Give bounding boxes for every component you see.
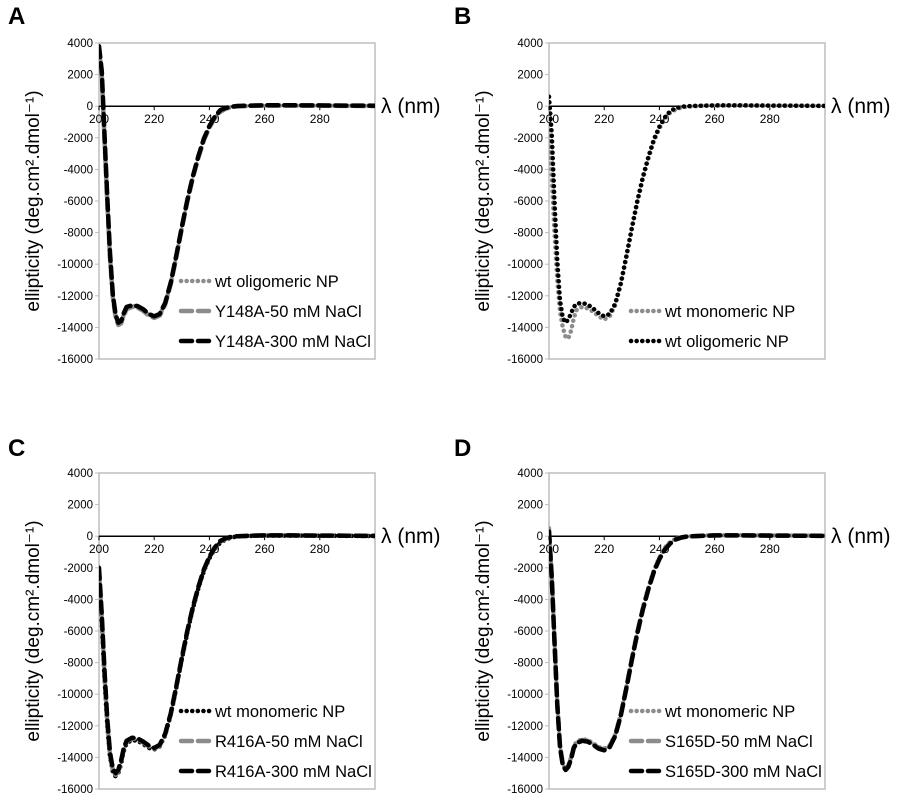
y-tick-label: 2000 (517, 70, 543, 82)
y-tick-label: 0 (87, 101, 93, 113)
x-tick-label: 220 (144, 542, 164, 556)
y-tick-label: -6000 (514, 196, 543, 208)
panel-letter: D (454, 435, 471, 462)
y-tick-label: -6000 (64, 626, 93, 638)
y-tick-label: 4000 (67, 468, 93, 480)
x-tick-label: 220 (144, 112, 164, 126)
y-tick-label: 4000 (517, 38, 543, 50)
x-tick-label: 280 (310, 542, 330, 556)
y-tick-label: -16000 (57, 354, 93, 366)
y-tick-label: -14000 (57, 322, 93, 334)
panel-letter: A (8, 3, 25, 30)
y-tick-label: -10000 (507, 259, 543, 271)
y-axis-label: ellipticity (deg.cm².dmol⁻¹) (473, 90, 494, 311)
y-tick-label: -6000 (514, 626, 543, 638)
series-line-3 (99, 533, 375, 776)
x-tick-label: 280 (310, 112, 330, 126)
chart-panel-a: A 4000 2000 0 -2000 -4000 -6000 -8000 -10000 -120… (8, 3, 441, 366)
y-tick-label: -8000 (64, 228, 93, 240)
y-axis-label: ellipticity (deg.cm².dmol⁻¹) (23, 520, 44, 741)
y-tick-label: -8000 (514, 228, 543, 240)
legend-label: R416A-50 mM NaCl (215, 733, 363, 751)
x-tick-label: 220 (594, 542, 614, 556)
y-tick-label: -16000 (57, 784, 93, 796)
x-tick-label: 200 (89, 542, 109, 556)
series-line-3 (99, 43, 375, 325)
y-tick-label: -14000 (57, 752, 93, 764)
x-tick-label: 220 (594, 112, 614, 126)
y-tick-label: -16000 (507, 354, 543, 366)
x-tick-label: 260 (255, 112, 275, 126)
y-tick-label: 2000 (517, 500, 543, 512)
chart-panel-c: C 4000 2000 0 -2000 -4000 -6000 -8000 -10000 -120… (8, 435, 441, 796)
y-tick-label: -2000 (64, 133, 93, 145)
y-tick-label: -12000 (57, 291, 93, 303)
y-tick-label: 4000 (67, 38, 93, 50)
series-line-3 (549, 529, 825, 773)
x-tick-label: 260 (705, 112, 725, 126)
y-tick-label: -12000 (57, 721, 93, 733)
chart-panel-b: B 4000 2000 0 -2000 -4000 -6000 -8000 -10000 -120… (454, 3, 891, 366)
y-tick-label: -2000 (514, 563, 543, 575)
y-tick-label: -6000 (64, 196, 93, 208)
legend-label: wt oligomeric NP (214, 273, 339, 291)
panel-letter: B (454, 3, 471, 30)
y-tick-label: -14000 (507, 322, 543, 334)
y-axis-label: ellipticity (deg.cm².dmol⁻¹) (23, 90, 44, 311)
x-axis-label: λ (nm) (831, 95, 891, 118)
y-tick-label: 2000 (67, 500, 93, 512)
y-tick-label: 0 (537, 101, 543, 113)
legend-label: S165D-300 mM NaCl (665, 763, 822, 781)
x-axis-label: λ (nm) (381, 525, 441, 548)
x-axis-label: λ (nm) (831, 525, 891, 548)
legend-label: Y148A-300 mM NaCl (215, 333, 371, 351)
y-tick-label: -2000 (64, 563, 93, 575)
panel-letter: C (8, 435, 25, 462)
x-tick-label: 280 (760, 112, 780, 126)
legend-label: S165D-50 mM NaCl (665, 733, 813, 751)
y-tick-label: 2000 (67, 70, 93, 82)
x-axis-label: λ (nm) (381, 95, 441, 118)
x-tick-label: 260 (255, 542, 275, 556)
legend-label: wt monomeric NP (664, 303, 795, 321)
legend-label: Y148A-50 mM NaCl (215, 303, 362, 321)
y-tick-label: -10000 (507, 689, 543, 701)
x-tick-label: 260 (705, 542, 725, 556)
y-tick-label: -2000 (514, 133, 543, 145)
y-tick-label: -8000 (64, 658, 93, 670)
y-tick-label: -14000 (507, 752, 543, 764)
legend-label: wt monomeric NP (664, 703, 795, 721)
y-tick-label: -4000 (64, 164, 93, 176)
legend-label: R416A-300 mM NaCl (215, 763, 372, 781)
y-tick-label: -4000 (514, 164, 543, 176)
legend-label: wt monomeric NP (214, 703, 345, 721)
y-tick-label: -10000 (57, 259, 93, 271)
y-tick-label: -4000 (514, 594, 543, 606)
y-tick-label: 4000 (517, 468, 543, 480)
y-tick-label: -16000 (507, 784, 543, 796)
legend-label: wt oligomeric NP (664, 333, 789, 351)
chart-panel-d: D 4000 2000 0 -2000 -4000 -6000 -8000 -10000 -120… (454, 435, 891, 796)
y-axis-label: ellipticity (deg.cm².dmol⁻¹) (473, 520, 494, 741)
y-tick-label: -12000 (507, 291, 543, 303)
series-line-2 (549, 94, 825, 325)
y-tick-label: -12000 (507, 721, 543, 733)
y-tick-label: -8000 (514, 658, 543, 670)
y-tick-label: 0 (537, 531, 543, 543)
y-tick-label: -4000 (64, 594, 93, 606)
y-tick-label: 0 (87, 531, 93, 543)
y-tick-label: -10000 (57, 689, 93, 701)
x-tick-label: 280 (760, 542, 780, 556)
